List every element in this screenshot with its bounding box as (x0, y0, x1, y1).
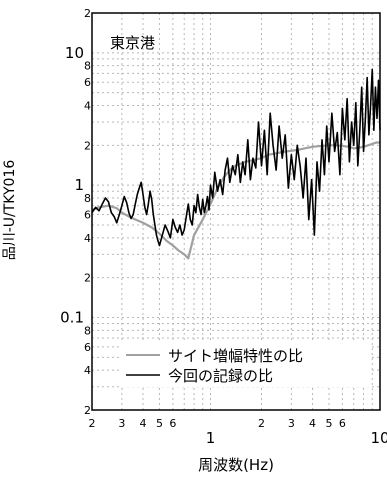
y-tick-label: 0.1 (60, 309, 84, 327)
y-tick-label: 6 (84, 76, 91, 89)
x-tick-label: 3 (118, 417, 125, 430)
y-tick-label: 2 (84, 404, 91, 417)
x-tick-label: 5 (156, 417, 163, 430)
y-tick-label: 4 (84, 99, 91, 112)
chart-title: 東京港 (110, 34, 155, 52)
x-tick-label: 10 (370, 429, 387, 447)
y-tick-label: 10 (65, 44, 84, 62)
y-tick-label: 6 (84, 341, 91, 354)
y-tick-label: 4 (84, 364, 91, 377)
y-tick-label: 8 (84, 192, 91, 205)
legend-background (120, 342, 370, 387)
x-tick-label: 2 (258, 417, 265, 430)
x-tick-label: 4 (309, 417, 316, 430)
y-axis-label: 品川-U/TKY016 (2, 160, 18, 261)
x-tick-label: 3 (288, 417, 295, 430)
y-tick-label: 2 (84, 139, 91, 152)
y-tick-label: 6 (84, 209, 91, 222)
y-tick-label: 8 (84, 60, 91, 73)
plot-area-frame (91, 12, 381, 411)
x-tick-label: 4 (140, 417, 147, 430)
x-axis-label: 周波数(Hz) (198, 456, 274, 474)
y-tick-label: 8 (84, 324, 91, 337)
y-tick-label: 1 (74, 176, 84, 194)
series-layer (91, 68, 381, 260)
series-line-0 (91, 141, 380, 260)
series-line-1 (91, 68, 381, 247)
y-tick-label: 2 (84, 272, 91, 285)
x-tick-label: 1 (206, 429, 216, 447)
y-tick-label: 2 (84, 7, 91, 20)
x-tick-label: 6 (169, 417, 176, 430)
legend-label-site-amplification: サイト増幅特性の比 (168, 347, 303, 365)
legend: サイト増幅特性の比 今回の記録の比 (120, 342, 370, 387)
x-tick-label: 2 (89, 417, 96, 430)
x-tick-label: 5 (325, 417, 332, 430)
y-tick-label: 4 (84, 232, 91, 245)
x-tick-label: 6 (339, 417, 346, 430)
legend-label-current-record: 今回の記録の比 (168, 367, 273, 385)
